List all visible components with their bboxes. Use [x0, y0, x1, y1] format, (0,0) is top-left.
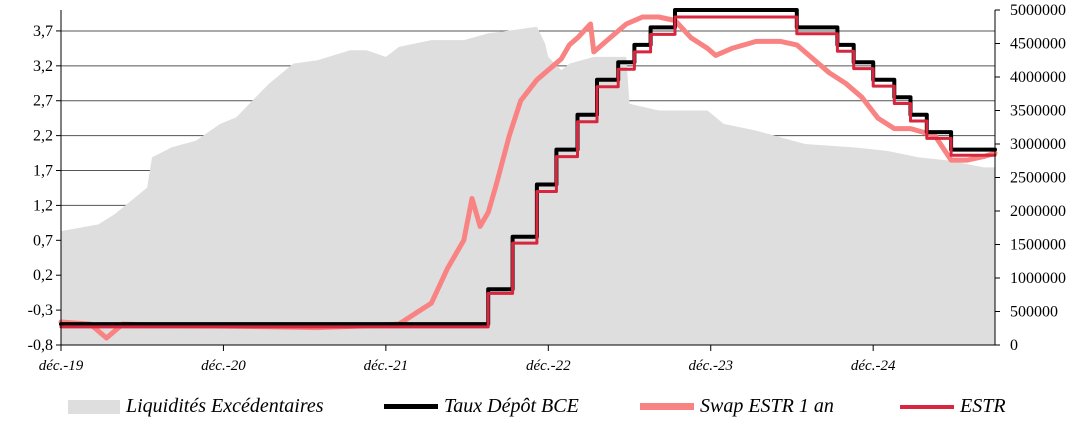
- legend-swatch-line: [900, 404, 954, 409]
- y-left-tick-label: 0,7: [33, 232, 53, 249]
- y-right-tick-label: 0: [1010, 337, 1018, 354]
- excess-liquidity-area: [61, 26, 995, 346]
- legend-item-excess-liquidity: Liquidités Excédentaires: [68, 392, 324, 421]
- y-left-tick-label: 0,2: [33, 267, 53, 284]
- y-right-tick-label: 4500000: [1010, 36, 1066, 53]
- series-line-ecb-deposit-rate: [59, 8, 997, 327]
- y-right-axis-ticks: 0 500000 1000000 1500000 2000000 2500000 30000…: [995, 2, 1066, 354]
- legend-label: Taux Dépôt BCE: [444, 395, 579, 417]
- legend-swatch-area: [68, 399, 120, 414]
- legend-item-swap-estr-1y: Swap ESTR 1 an: [640, 392, 834, 421]
- legend-item-estr: ESTR: [900, 392, 1006, 421]
- y-right-tick-label: 2500000: [1010, 170, 1066, 187]
- y-left-tick-label: 1,7: [33, 163, 53, 180]
- y-left-tick-label: 2,2: [33, 128, 53, 145]
- series-line-estr: [59, 15, 997, 329]
- x-axis-ticks: déc.-19 déc.-20 déc.-21 déc.-22 déc.-23 déc.-…: [39, 345, 896, 374]
- y-right-tick-label: 500000: [1010, 304, 1058, 321]
- y-left-axis-ticks: -0,8 -0,3 0,2 0,7 1,2 1,7 2,2 2,7 3,2 3,7: [28, 23, 61, 354]
- y-left-tick-label: 2,7: [33, 93, 53, 110]
- y-right-tick-label: 4000000: [1010, 69, 1066, 86]
- y-right-tick-label: 3000000: [1010, 136, 1066, 153]
- y-left-tick-label: 3,2: [33, 58, 53, 75]
- series-area-excess-liquidity: [61, 26, 995, 346]
- legend-label: Liquidités Excédentaires: [126, 395, 324, 417]
- x-tick-label: déc.-22: [526, 358, 571, 374]
- legend-item-ecb-deposit-rate: Taux Dépôt BCE: [384, 392, 579, 421]
- y-right-tick-label: 3500000: [1010, 103, 1066, 120]
- y-left-tick-label: -0,3: [28, 302, 53, 319]
- x-tick-label: déc.-23: [688, 358, 733, 374]
- y-right-tick-label: 5000000: [1010, 2, 1066, 19]
- y-right-tick-label: 2000000: [1010, 203, 1066, 220]
- y-left-tick-label: 3,7: [33, 23, 53, 40]
- legend: Liquidités Excédentaires Taux Dépôt BCE …: [0, 392, 1092, 421]
- x-tick-label: déc.-21: [364, 358, 409, 374]
- legend-swatch-line: [384, 404, 438, 409]
- chart: -0,8 -0,3 0,2 0,7 1,2 1,7 2,2 2,7 3,2 3,7 0 500000…: [28, 2, 1066, 374]
- legend-swatch-line: [640, 403, 694, 410]
- x-tick-label: déc.-24: [851, 358, 896, 374]
- y-right-tick-label: 1000000: [1010, 270, 1066, 287]
- y-right-tick-label: 1500000: [1010, 237, 1066, 254]
- legend-label: Swap ESTR 1 an: [700, 395, 834, 417]
- legend-label: ESTR: [960, 395, 1006, 417]
- x-tick-label: déc.-19: [39, 358, 84, 374]
- y-left-tick-label: 1,2: [33, 197, 53, 214]
- y-left-tick-label: -0,8: [28, 337, 53, 354]
- x-tick-label: déc.-20: [201, 358, 246, 374]
- rate-lines: [58, 8, 998, 341]
